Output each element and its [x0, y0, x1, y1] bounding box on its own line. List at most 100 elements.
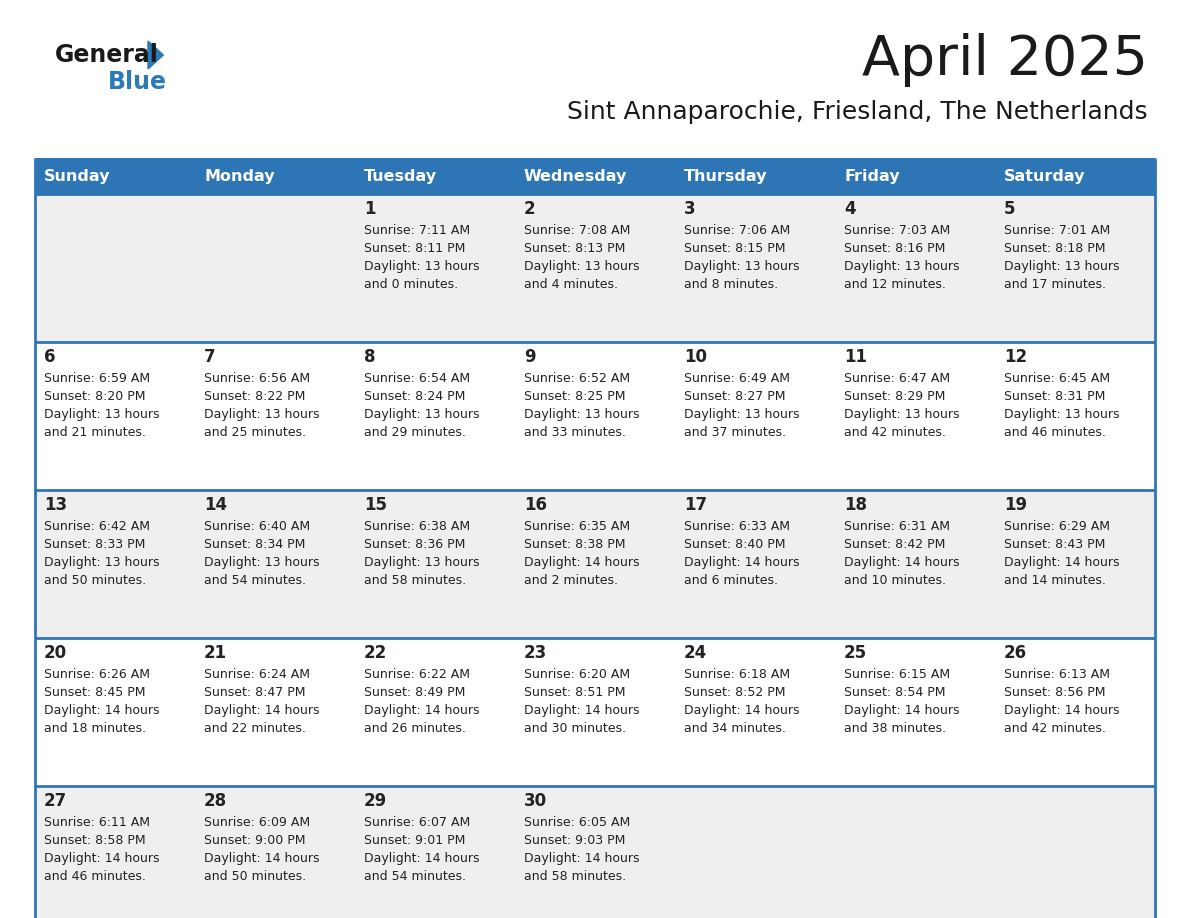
- Text: 4: 4: [843, 200, 855, 218]
- Text: Sunset: 8:11 PM: Sunset: 8:11 PM: [364, 242, 466, 255]
- Text: Sunset: 8:42 PM: Sunset: 8:42 PM: [843, 538, 946, 551]
- Text: and 50 minutes.: and 50 minutes.: [204, 870, 307, 883]
- Text: and 58 minutes.: and 58 minutes.: [364, 574, 466, 587]
- Text: Daylight: 13 hours: Daylight: 13 hours: [364, 260, 480, 273]
- Text: and 26 minutes.: and 26 minutes.: [364, 722, 466, 735]
- Text: and 54 minutes.: and 54 minutes.: [204, 574, 307, 587]
- Text: Daylight: 13 hours: Daylight: 13 hours: [204, 556, 320, 569]
- Text: Sunrise: 6:20 AM: Sunrise: 6:20 AM: [524, 668, 630, 681]
- Text: Daylight: 13 hours: Daylight: 13 hours: [204, 408, 320, 421]
- Text: and 17 minutes.: and 17 minutes.: [1004, 278, 1106, 291]
- Text: and 46 minutes.: and 46 minutes.: [44, 870, 146, 883]
- Text: and 21 minutes.: and 21 minutes.: [44, 426, 146, 439]
- Text: Sunrise: 7:11 AM: Sunrise: 7:11 AM: [364, 224, 470, 237]
- Text: Tuesday: Tuesday: [364, 169, 437, 184]
- Text: Sunset: 8:43 PM: Sunset: 8:43 PM: [1004, 538, 1105, 551]
- Text: Daylight: 13 hours: Daylight: 13 hours: [524, 260, 639, 273]
- Text: Daylight: 14 hours: Daylight: 14 hours: [44, 852, 159, 865]
- Text: 17: 17: [684, 496, 707, 514]
- Text: Sunset: 8:52 PM: Sunset: 8:52 PM: [684, 686, 785, 699]
- Text: Sunrise: 6:33 AM: Sunrise: 6:33 AM: [684, 520, 790, 533]
- Bar: [34, 490, 1155, 638]
- Text: Sunrise: 6:24 AM: Sunrise: 6:24 AM: [204, 668, 310, 681]
- Text: Daylight: 13 hours: Daylight: 13 hours: [44, 408, 159, 421]
- Text: 13: 13: [44, 496, 68, 514]
- Text: 22: 22: [364, 644, 387, 662]
- Text: Sunrise: 6:47 AM: Sunrise: 6:47 AM: [843, 372, 950, 385]
- Text: Sint Annaparochie, Friesland, The Netherlands: Sint Annaparochie, Friesland, The Nether…: [568, 100, 1148, 124]
- Text: Sunset: 8:36 PM: Sunset: 8:36 PM: [364, 538, 466, 551]
- Text: Daylight: 14 hours: Daylight: 14 hours: [1004, 704, 1119, 717]
- Text: Sunrise: 7:06 AM: Sunrise: 7:06 AM: [684, 224, 790, 237]
- Text: and 2 minutes.: and 2 minutes.: [524, 574, 618, 587]
- Text: 25: 25: [843, 644, 867, 662]
- Text: 27: 27: [44, 792, 68, 810]
- Text: Sunset: 8:38 PM: Sunset: 8:38 PM: [524, 538, 626, 551]
- Text: Sunrise: 7:01 AM: Sunrise: 7:01 AM: [1004, 224, 1111, 237]
- Text: 2: 2: [524, 200, 536, 218]
- Text: Thursday: Thursday: [684, 169, 767, 184]
- Text: Sunset: 8:20 PM: Sunset: 8:20 PM: [44, 390, 145, 403]
- Polygon shape: [148, 41, 164, 69]
- Text: and 6 minutes.: and 6 minutes.: [684, 574, 778, 587]
- Text: Sunset: 8:56 PM: Sunset: 8:56 PM: [1004, 686, 1106, 699]
- Text: Daylight: 14 hours: Daylight: 14 hours: [1004, 556, 1119, 569]
- Text: and 37 minutes.: and 37 minutes.: [684, 426, 786, 439]
- Text: Sunrise: 7:03 AM: Sunrise: 7:03 AM: [843, 224, 950, 237]
- Text: 7: 7: [204, 348, 216, 366]
- Text: 1: 1: [364, 200, 375, 218]
- Bar: [34, 638, 1155, 786]
- Text: Daylight: 14 hours: Daylight: 14 hours: [44, 704, 159, 717]
- Text: Sunrise: 6:59 AM: Sunrise: 6:59 AM: [44, 372, 150, 385]
- Text: Sunset: 8:34 PM: Sunset: 8:34 PM: [204, 538, 305, 551]
- Text: 26: 26: [1004, 644, 1028, 662]
- Text: Daylight: 13 hours: Daylight: 13 hours: [1004, 260, 1119, 273]
- Text: Daylight: 14 hours: Daylight: 14 hours: [364, 852, 480, 865]
- Text: Sunset: 8:49 PM: Sunset: 8:49 PM: [364, 686, 466, 699]
- Text: 10: 10: [684, 348, 707, 366]
- Text: Sunrise: 6:11 AM: Sunrise: 6:11 AM: [44, 816, 150, 829]
- Text: Saturday: Saturday: [1004, 169, 1086, 184]
- Text: Sunset: 9:00 PM: Sunset: 9:00 PM: [204, 834, 305, 847]
- Text: and 4 minutes.: and 4 minutes.: [524, 278, 618, 291]
- Text: and 46 minutes.: and 46 minutes.: [1004, 426, 1106, 439]
- Text: and 58 minutes.: and 58 minutes.: [524, 870, 626, 883]
- Text: 14: 14: [204, 496, 227, 514]
- Text: Sunset: 8:15 PM: Sunset: 8:15 PM: [684, 242, 785, 255]
- Text: Sunset: 8:58 PM: Sunset: 8:58 PM: [44, 834, 146, 847]
- Text: Sunrise: 6:29 AM: Sunrise: 6:29 AM: [1004, 520, 1110, 533]
- Text: 3: 3: [684, 200, 696, 218]
- Text: and 38 minutes.: and 38 minutes.: [843, 722, 946, 735]
- Text: and 50 minutes.: and 50 minutes.: [44, 574, 146, 587]
- Text: Sunset: 8:18 PM: Sunset: 8:18 PM: [1004, 242, 1106, 255]
- Text: 9: 9: [524, 348, 536, 366]
- Text: and 29 minutes.: and 29 minutes.: [364, 426, 466, 439]
- Text: Sunset: 8:45 PM: Sunset: 8:45 PM: [44, 686, 145, 699]
- Bar: [34, 194, 1155, 342]
- Text: Daylight: 14 hours: Daylight: 14 hours: [684, 556, 800, 569]
- Text: Sunday: Sunday: [44, 169, 110, 184]
- Text: and 14 minutes.: and 14 minutes.: [1004, 574, 1106, 587]
- Text: 8: 8: [364, 348, 375, 366]
- Text: Sunset: 8:29 PM: Sunset: 8:29 PM: [843, 390, 946, 403]
- Text: Daylight: 13 hours: Daylight: 13 hours: [684, 408, 800, 421]
- Text: Daylight: 13 hours: Daylight: 13 hours: [843, 408, 960, 421]
- Text: Daylight: 13 hours: Daylight: 13 hours: [684, 260, 800, 273]
- Text: Sunset: 9:01 PM: Sunset: 9:01 PM: [364, 834, 466, 847]
- Text: and 8 minutes.: and 8 minutes.: [684, 278, 778, 291]
- Text: Friday: Friday: [843, 169, 899, 184]
- Text: Daylight: 13 hours: Daylight: 13 hours: [1004, 408, 1119, 421]
- Text: Daylight: 14 hours: Daylight: 14 hours: [843, 556, 960, 569]
- Text: Sunset: 9:03 PM: Sunset: 9:03 PM: [524, 834, 625, 847]
- Text: Sunrise: 6:22 AM: Sunrise: 6:22 AM: [364, 668, 470, 681]
- Text: and 10 minutes.: and 10 minutes.: [843, 574, 946, 587]
- Text: Daylight: 14 hours: Daylight: 14 hours: [524, 556, 639, 569]
- Text: Sunset: 8:13 PM: Sunset: 8:13 PM: [524, 242, 625, 255]
- Text: 15: 15: [364, 496, 387, 514]
- Text: Daylight: 13 hours: Daylight: 13 hours: [364, 408, 480, 421]
- Text: Sunset: 8:54 PM: Sunset: 8:54 PM: [843, 686, 946, 699]
- Text: 28: 28: [204, 792, 227, 810]
- Text: Daylight: 14 hours: Daylight: 14 hours: [364, 704, 480, 717]
- Bar: [34, 786, 1155, 918]
- Text: Sunrise: 6:35 AM: Sunrise: 6:35 AM: [524, 520, 630, 533]
